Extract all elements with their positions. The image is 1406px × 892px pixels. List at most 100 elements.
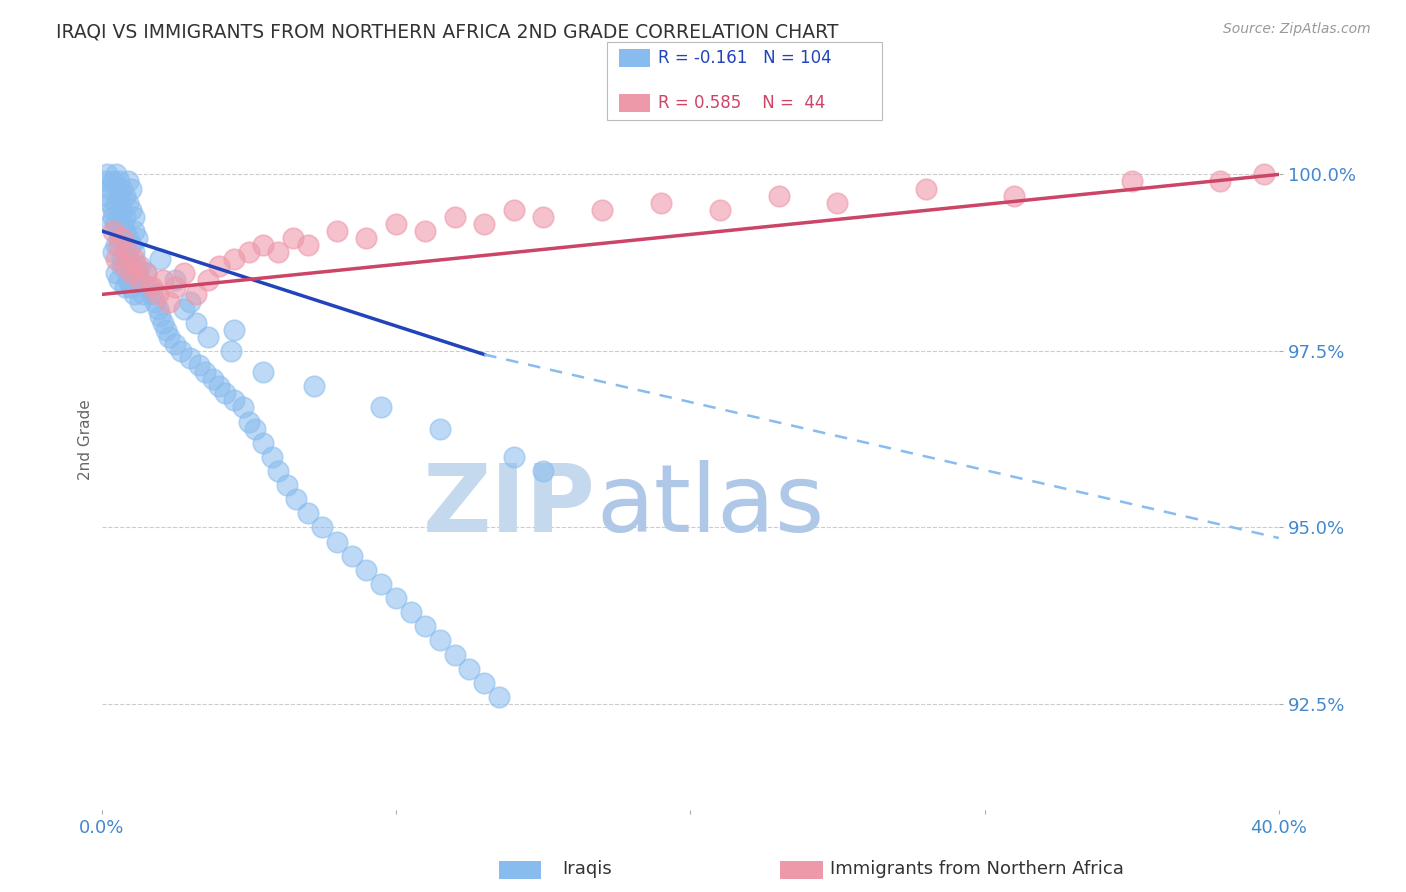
Point bbox=[100, 217, 122, 231]
Point bbox=[472, 675, 495, 690]
Point bbox=[502, 202, 524, 217]
Point bbox=[222, 393, 245, 408]
Point bbox=[709, 202, 731, 217]
Point bbox=[105, 252, 128, 267]
Point bbox=[214, 386, 236, 401]
Point bbox=[117, 195, 139, 210]
Point bbox=[108, 174, 131, 188]
Point bbox=[128, 273, 150, 287]
Point bbox=[114, 259, 136, 273]
Point bbox=[197, 330, 219, 344]
Point bbox=[415, 619, 437, 633]
Point bbox=[202, 372, 225, 386]
Point bbox=[276, 478, 298, 492]
Point bbox=[262, 450, 284, 464]
Point bbox=[187, 358, 209, 372]
Point bbox=[117, 174, 139, 188]
Point bbox=[399, 605, 422, 619]
Point bbox=[108, 273, 131, 287]
Point bbox=[267, 245, 290, 260]
Point bbox=[117, 273, 139, 287]
Text: IRAQI VS IMMIGRANTS FROM NORTHERN AFRICA 2ND GRADE CORRELATION CHART: IRAQI VS IMMIGRANTS FROM NORTHERN AFRICA… bbox=[56, 22, 839, 41]
Point bbox=[1121, 174, 1143, 188]
Point bbox=[219, 343, 242, 358]
Point bbox=[125, 266, 148, 280]
Point bbox=[114, 224, 136, 238]
Point bbox=[141, 280, 163, 294]
Point bbox=[146, 301, 169, 316]
Point bbox=[184, 316, 207, 330]
Point bbox=[243, 421, 266, 435]
Point bbox=[184, 287, 207, 301]
Point bbox=[281, 231, 304, 245]
Point bbox=[111, 202, 134, 217]
Point bbox=[385, 591, 408, 605]
Point bbox=[143, 294, 166, 309]
Point bbox=[165, 273, 187, 287]
Point bbox=[114, 280, 136, 294]
Point bbox=[114, 245, 136, 260]
Point bbox=[103, 224, 125, 238]
Point bbox=[252, 238, 274, 252]
Y-axis label: 2nd Grade: 2nd Grade bbox=[79, 399, 93, 480]
Point bbox=[125, 273, 148, 287]
Point bbox=[120, 259, 142, 273]
Point bbox=[138, 280, 160, 294]
Point bbox=[135, 266, 157, 280]
Point bbox=[157, 294, 180, 309]
Point bbox=[105, 168, 128, 182]
Point bbox=[105, 238, 128, 252]
Point bbox=[111, 252, 134, 267]
Point bbox=[103, 174, 125, 188]
Point bbox=[370, 577, 392, 591]
Point bbox=[128, 259, 150, 273]
Text: atlas: atlas bbox=[596, 460, 824, 552]
Point bbox=[914, 181, 936, 195]
Point bbox=[108, 188, 131, 202]
Point bbox=[222, 252, 245, 267]
Point bbox=[120, 181, 142, 195]
Point bbox=[443, 210, 465, 224]
Point bbox=[96, 188, 118, 202]
Point bbox=[152, 316, 174, 330]
Point bbox=[370, 401, 392, 415]
Point bbox=[252, 435, 274, 450]
Point bbox=[415, 224, 437, 238]
Point bbox=[208, 259, 231, 273]
Point bbox=[531, 464, 554, 478]
Point bbox=[165, 336, 187, 351]
Point bbox=[120, 280, 142, 294]
Point bbox=[1209, 174, 1232, 188]
Point bbox=[356, 231, 378, 245]
Point bbox=[311, 520, 333, 534]
Point bbox=[122, 252, 145, 267]
Point bbox=[157, 330, 180, 344]
Text: R = -0.161   N = 104: R = -0.161 N = 104 bbox=[658, 49, 831, 67]
Point bbox=[135, 266, 157, 280]
Point bbox=[238, 245, 260, 260]
Point bbox=[165, 280, 187, 294]
Point bbox=[208, 379, 231, 393]
Point bbox=[194, 365, 217, 379]
Point bbox=[1002, 188, 1025, 202]
Point bbox=[122, 245, 145, 260]
Point bbox=[105, 266, 128, 280]
Point bbox=[1253, 168, 1275, 182]
Point bbox=[100, 181, 122, 195]
Point bbox=[122, 224, 145, 238]
Point bbox=[232, 401, 254, 415]
Point bbox=[173, 266, 195, 280]
Point bbox=[111, 217, 134, 231]
Point bbox=[105, 217, 128, 231]
Point bbox=[122, 210, 145, 224]
Point bbox=[222, 323, 245, 337]
Point bbox=[429, 421, 451, 435]
Point bbox=[297, 506, 319, 520]
Point bbox=[149, 309, 172, 323]
Point bbox=[103, 245, 125, 260]
Point bbox=[108, 231, 131, 245]
Point bbox=[252, 365, 274, 379]
Text: Immigrants from Northern Africa: Immigrants from Northern Africa bbox=[830, 860, 1123, 878]
Point bbox=[141, 287, 163, 301]
Point bbox=[120, 202, 142, 217]
